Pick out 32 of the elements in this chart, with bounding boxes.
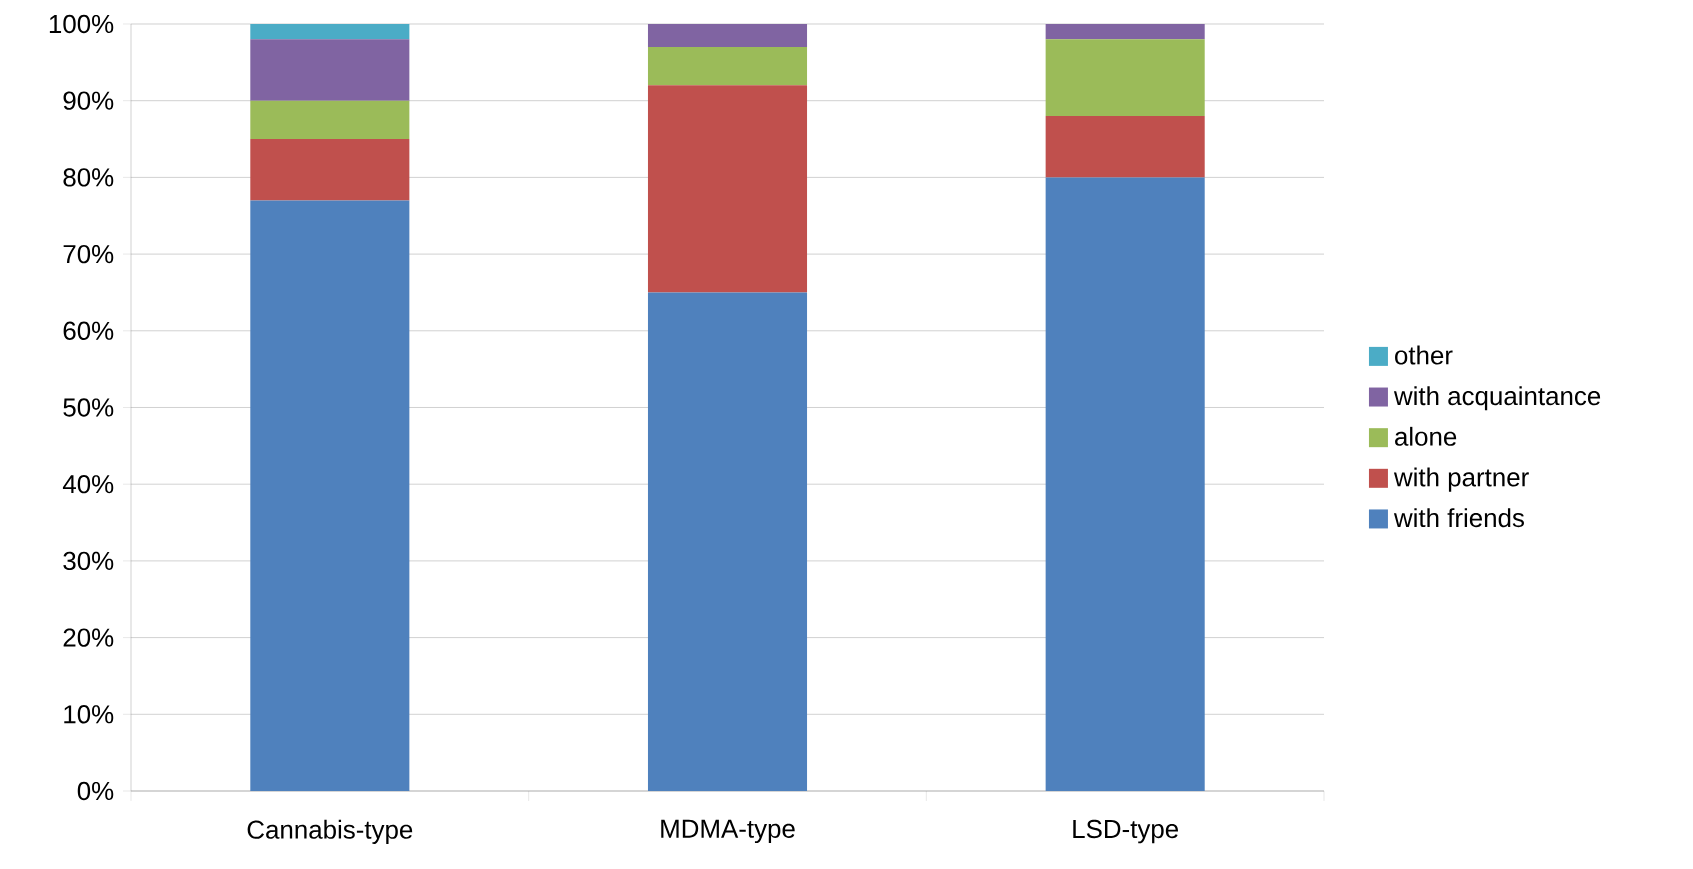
y-tick-label: 100%: [49, 14, 114, 34]
bar: [250, 23, 410, 40]
y-tick-label: 40%: [62, 475, 114, 494]
bar: [1045, 39, 1205, 117]
bar: [1045, 116, 1205, 178]
bar: [250, 200, 410, 791]
bar: [647, 292, 808, 791]
bar: [250, 100, 410, 140]
y-tick-label: 60%: [63, 321, 114, 340]
legend-label: other: [1395, 345, 1453, 365]
y-tick-label: 70%: [63, 244, 114, 264]
y-tick-label: 30%: [63, 551, 114, 571]
legend-label: alone: [1395, 426, 1457, 446]
x-tick-label: MDMA-type: [661, 819, 795, 844]
legend-label: with acquaintance: [1393, 386, 1601, 411]
bar: [1045, 177, 1205, 791]
y-tick-label: 80%: [63, 168, 114, 187]
y-tick-label: 90%: [63, 91, 114, 110]
y-tick-label: 10%: [64, 705, 114, 724]
x-tick-label: LSD-type: [1073, 819, 1178, 844]
y-tick-label: 50%: [63, 398, 114, 417]
y-tick-label: 20%: [63, 628, 114, 647]
legend-label: with friends: [1393, 508, 1524, 528]
y-tick-label: 0%: [77, 781, 114, 801]
x-tick-label: Cannabis-type: [247, 819, 413, 844]
bar: [647, 23, 808, 47]
bar: [250, 39, 410, 101]
bar: [647, 85, 808, 293]
bar: [250, 139, 410, 201]
bar: [647, 47, 808, 86]
bar: [1045, 23, 1205, 40]
legend-label: with partner: [1393, 467, 1529, 492]
